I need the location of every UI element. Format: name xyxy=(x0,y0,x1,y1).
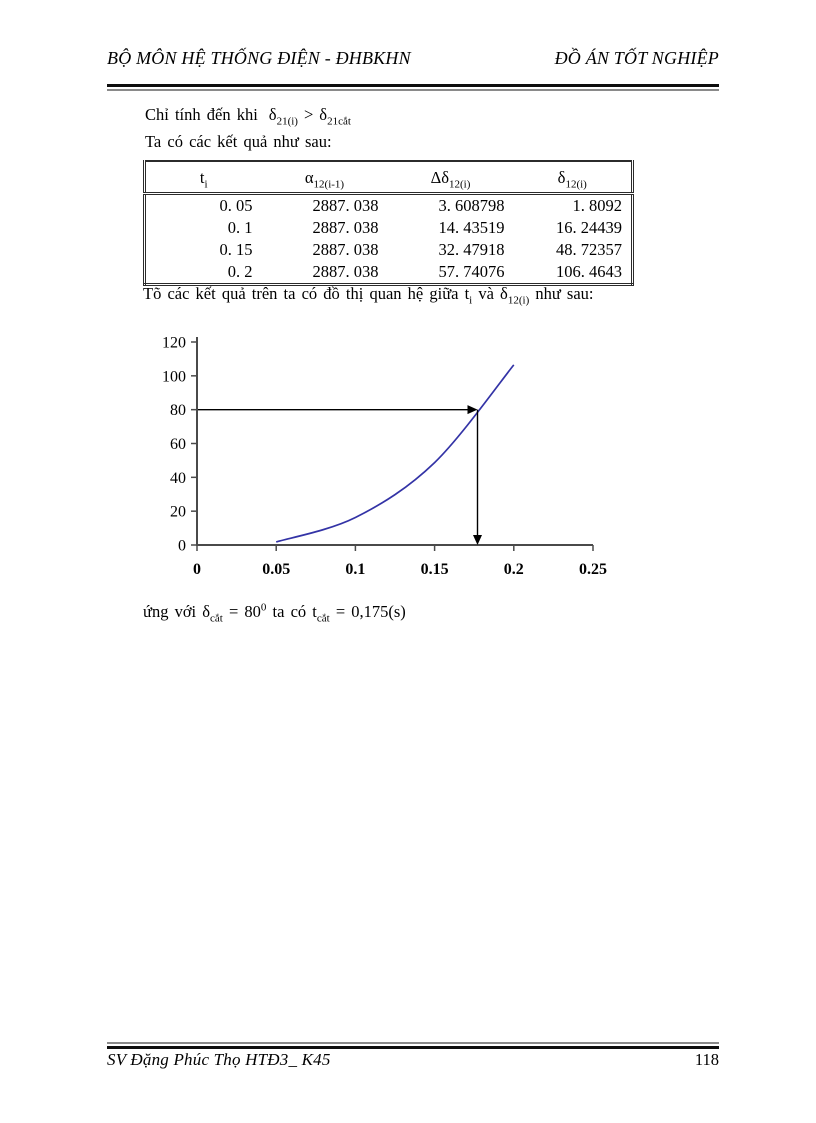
col-header-ti: ti xyxy=(144,161,262,195)
y-tick-label: 20 xyxy=(170,504,186,521)
y-tick-label: 0 xyxy=(178,538,186,555)
greater-than-sign: > xyxy=(303,105,314,124)
x-tick-label: 0.2 xyxy=(504,561,524,578)
results-table: ti α12(i-1) Δδ12(i) δ12(i) 0. 05 2887. 03… xyxy=(143,160,634,286)
chart: 0 20 40 60 80 100 120 0 0.05 0.1 0.15 0.2 0.25 xyxy=(150,330,650,595)
header-left-title: BỘ MÔN HỆ THỐNG ĐIỆN - ĐHBKHN xyxy=(107,48,411,68)
chart-svg: 0 20 40 60 80 100 120 0 0.05 0.1 0.15 0.2 0.25 xyxy=(162,335,607,579)
table-row: 0. 1 2887. 038 14. 43519 16. 24439 xyxy=(227,218,622,237)
col-header-delta12: δ12(i) xyxy=(513,161,633,195)
table-row: 0. 2 2887. 038 57. 74076 106. 4643 xyxy=(227,262,622,281)
x-tick-label: 0.25 xyxy=(579,561,607,578)
header-right-title: ĐỒ ÁN TỐT NGHIỆP xyxy=(554,48,719,68)
page-footer: SV Đặng Phúc Thọ HTĐ3_ K45 118 xyxy=(107,1050,719,1070)
paragraph-conclusion: ứng với δcắt = 800 ta có tcắt = 0,175(s) xyxy=(143,601,406,625)
paragraph-intro-table: Ta có các kết quả như sau: xyxy=(145,132,332,151)
table-row: 0. 05 2887. 038 3. 608798 1. 8092 xyxy=(219,196,623,215)
x-tick-label: 0 xyxy=(193,561,201,578)
y-tick-label: 40 xyxy=(170,470,186,487)
page-header: BỘ MÔN HỆ THỐNG ĐIỆN - ĐHBKHN ĐỒ ÁN TỐT … xyxy=(107,48,719,69)
col-header-delta-delta12: Δδ12(i) xyxy=(387,161,514,195)
x-tick-label: 0.05 xyxy=(262,561,290,578)
condition-prefix: Chỉ tính đến khi xyxy=(145,105,258,124)
footer-author: SV Đặng Phúc Thọ HTĐ3_ K45 xyxy=(107,1050,331,1069)
footer-rule xyxy=(107,1042,719,1049)
annotation-down-arrowhead xyxy=(473,535,483,545)
paragraph-intro-chart: Tõ các kết quả trên ta có đồ thị quan hệ… xyxy=(143,284,594,307)
delta-21i-sub: 21(i) xyxy=(276,115,298,128)
delta-21i: δ xyxy=(268,105,277,124)
delta-21cut: δ xyxy=(319,105,328,124)
col-header-alpha12: α12(i-1) xyxy=(261,161,388,195)
y-tick-label: 80 xyxy=(170,402,186,419)
x-tick-label: 0.15 xyxy=(421,561,449,578)
delta-curve xyxy=(275,364,515,543)
y-tick-label: 120 xyxy=(162,335,186,352)
table-row: 0. 15 2887. 038 32. 47918 48. 72357 xyxy=(219,240,623,259)
y-tick-label: 100 xyxy=(162,368,186,385)
annotation-right-arrowhead xyxy=(467,405,478,415)
x-tick-label: 0.1 xyxy=(345,561,365,578)
header-rule xyxy=(107,84,719,91)
delta-21cut-sub: 21cắt xyxy=(327,115,351,128)
y-tick-label: 60 xyxy=(170,436,186,453)
table-header-row: ti α12(i-1) Δδ12(i) δ12(i) xyxy=(144,161,633,195)
page-number: 118 xyxy=(694,1050,719,1069)
results-table-wrapper: ti α12(i-1) Δδ12(i) δ12(i) 0. 05 2887. 03… xyxy=(143,160,634,286)
paragraph-condition: Chỉ tính đến khi δ21(i) > δ21cắt xyxy=(145,104,351,128)
